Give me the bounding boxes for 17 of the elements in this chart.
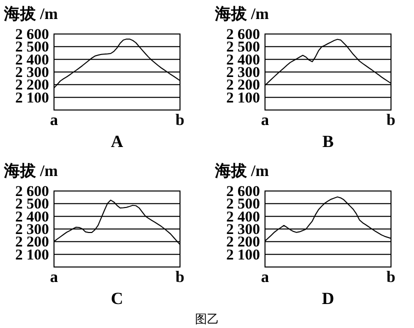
x-tick-label: a [261,269,269,286]
x-tick-label: b [176,269,185,286]
x-tick-label: a [261,112,269,129]
text: 图乙 [195,312,219,326]
text: C [110,289,124,308]
text: D [322,289,334,308]
y-axis-title: 海拔 /m [3,162,58,180]
x-tick-label: b [386,112,396,129]
x-tick-label: b [176,112,185,129]
y-axis-title: 海拔 /m [3,5,58,23]
x-tick-label: b [386,269,396,286]
y-axis-title: 海拔 /m [214,162,270,180]
x-tick-label: a [50,269,58,286]
text: A [110,132,124,151]
text: B [322,132,334,151]
x-tick-label: a [50,112,58,129]
y-axis-title: 海拔 /m [214,5,270,23]
